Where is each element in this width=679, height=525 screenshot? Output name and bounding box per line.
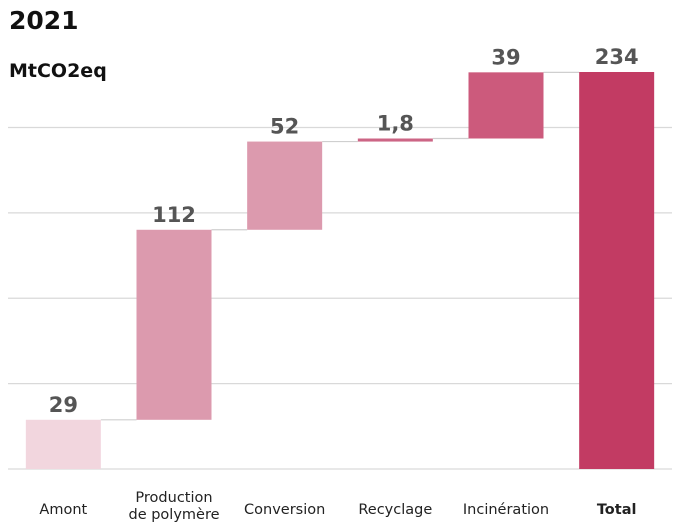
bar-recyclage [357,138,433,142]
chart-subtitle: MtCO2eq [9,60,107,82]
category-label: Total [597,502,637,518]
category-label: Conversion [244,502,325,518]
category-label: Incinération [463,502,549,518]
category-label: Production [135,490,212,506]
bar-conversion [247,141,323,230]
category-label: de polymère [128,507,219,523]
bar-incin-ration [468,72,544,139]
value-label: 52 [270,115,299,139]
value-label: 1,8 [377,112,414,136]
category-label: Amont [39,502,87,518]
value-label: 29 [49,393,78,417]
value-label: 234 [595,45,639,69]
bar-production-de-polym-re [136,229,212,420]
bar-total [579,72,655,469]
value-label: 112 [152,203,196,227]
category-label: Recyclage [358,502,432,518]
value-label: 39 [491,45,520,69]
chart-title: 2021 [9,6,79,35]
bar-amont [25,419,101,469]
